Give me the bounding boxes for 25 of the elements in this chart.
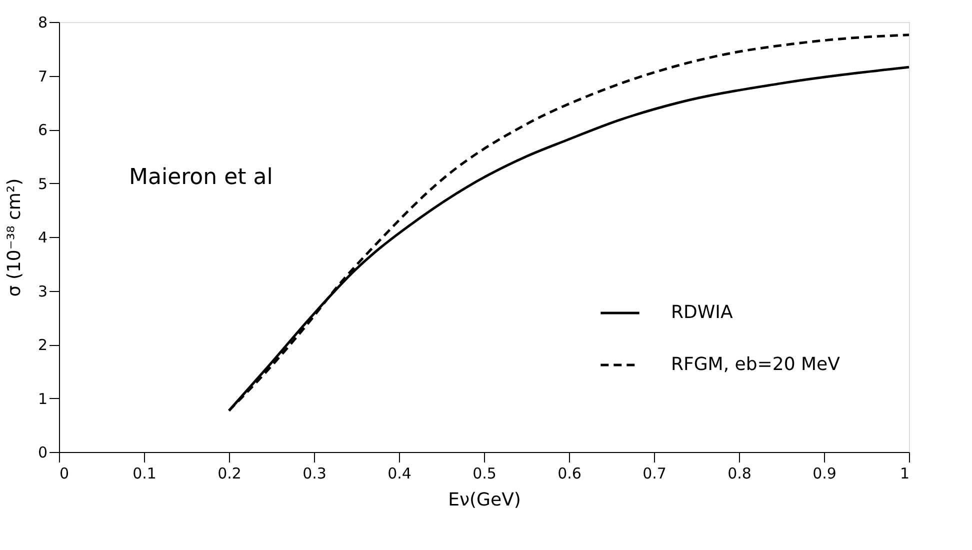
x-axis-title: Eν(GeV)	[448, 490, 521, 510]
x-tick-label: 0.6	[558, 464, 582, 482]
y-tick-label: 5	[38, 174, 48, 193]
y-tick-label: 6	[38, 121, 48, 139]
x-tick-label: 0.3	[302, 464, 326, 482]
y-tick-label: 4	[38, 228, 48, 246]
x-tick-label: 1	[900, 464, 910, 482]
y-tick-label: 7	[38, 67, 48, 86]
x-tick-label: 0.9	[812, 464, 836, 482]
y-axis-title: σ (10⁻³⁸ cm²)	[4, 178, 25, 297]
y-tick-label: 3	[38, 282, 48, 300]
y-tick-label: 2	[38, 336, 48, 354]
x-tick-label: 0.5	[472, 464, 496, 482]
x-tick-label: 0.2	[218, 464, 242, 482]
x-tick-label: 0	[60, 464, 70, 482]
x-tick-label: 0.8	[728, 464, 752, 482]
legend-label: RFGM, eb=20 MeV	[671, 354, 841, 375]
legend-label: RDWIA	[671, 302, 734, 323]
x-tick-label: 0.7	[642, 464, 666, 482]
annotation: Maieron et al	[129, 165, 273, 190]
y-tick-label: 8	[38, 14, 48, 32]
y-tick-label: 0	[38, 444, 48, 462]
x-tick-label: 0.4	[388, 464, 412, 482]
x-tick-label: 0.1	[132, 464, 156, 482]
y-tick-label: 1	[38, 390, 48, 408]
